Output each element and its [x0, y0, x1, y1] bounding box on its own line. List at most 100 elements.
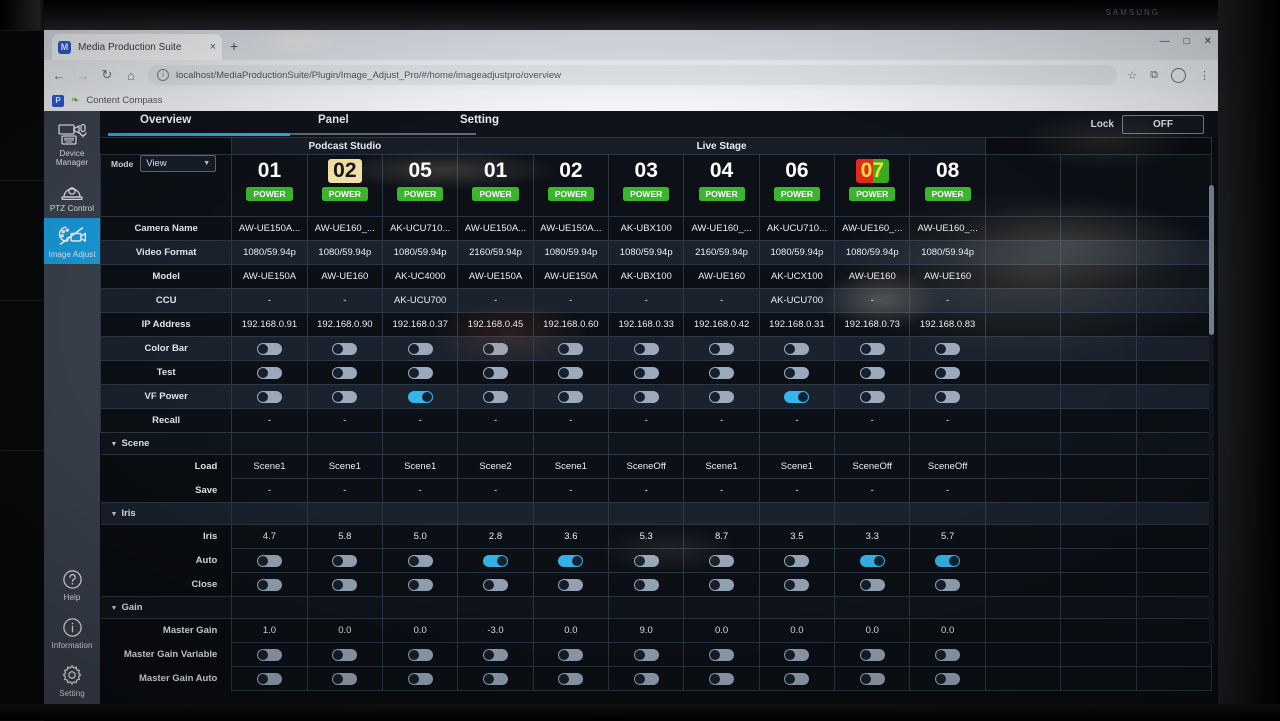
value-cell[interactable]: - — [835, 479, 910, 503]
toggle-cell[interactable] — [759, 643, 834, 667]
value-cell[interactable]: SceneOff — [910, 455, 985, 479]
value-cell[interactable]: - — [533, 289, 608, 313]
value-cell[interactable]: 9.0 — [609, 619, 684, 643]
value-cell[interactable]: AW-UE150A... — [232, 217, 307, 241]
toggle-switch-7-2[interactable] — [408, 391, 433, 403]
close-tab-icon[interactable]: × — [210, 41, 216, 53]
toggle-cell[interactable] — [910, 643, 985, 667]
toggle-switch-Gain1-5[interactable] — [634, 649, 659, 661]
value-cell[interactable]: - — [458, 479, 533, 503]
toggle-cell[interactable] — [684, 549, 759, 573]
toggle-switch-6-4[interactable] — [558, 367, 583, 379]
maximize-button[interactable]: □ — [1184, 36, 1190, 47]
toggle-cell[interactable] — [307, 573, 382, 597]
mode-select[interactable]: View▼ — [140, 155, 216, 172]
toggle-switch-Gain1-7[interactable] — [784, 649, 809, 661]
value-cell[interactable]: - — [383, 409, 458, 433]
value-cell[interactable]: - — [609, 479, 684, 503]
toggle-switch-6-2[interactable] — [408, 367, 433, 379]
bookmark-item-content-compass[interactable]: Content Compass — [86, 95, 162, 106]
scrollbar-thumb[interactable] — [1209, 185, 1214, 335]
value-cell[interactable]: 2160/59.94p — [458, 241, 533, 265]
toggle-switch-6-0[interactable] — [257, 367, 282, 379]
address-bar[interactable]: i localhost/MediaProductionSuite/Plugin/… — [148, 65, 1117, 85]
toggle-switch-Gain2-3[interactable] — [483, 673, 508, 685]
toggle-switch-Iris2-2[interactable] — [408, 579, 433, 591]
value-cell[interactable]: - — [759, 479, 834, 503]
toggle-cell[interactable] — [910, 361, 985, 385]
value-cell[interactable]: 5.0 — [383, 525, 458, 549]
value-cell[interactable]: AK-UC4000 — [383, 265, 458, 289]
value-cell[interactable]: AW-UE160 — [835, 265, 910, 289]
toggle-switch-5-7[interactable] — [784, 343, 809, 355]
section-header-row[interactable]: ▼Gain — [101, 597, 1212, 619]
value-cell[interactable]: -3.0 — [458, 619, 533, 643]
value-cell[interactable]: AW-UE160_... — [307, 217, 382, 241]
value-cell[interactable]: AK-UCX100 — [759, 265, 834, 289]
toggle-switch-Gain2-1[interactable] — [332, 673, 357, 685]
value-cell[interactable]: AK-UCU710... — [759, 217, 834, 241]
toggle-switch-Gain2-4[interactable] — [558, 673, 583, 685]
toggle-cell[interactable] — [533, 573, 608, 597]
toggle-cell[interactable] — [383, 667, 458, 691]
toggle-switch-Iris1-2[interactable] — [408, 555, 433, 567]
value-cell[interactable]: - — [307, 479, 382, 503]
toggle-switch-Gain2-9[interactable] — [935, 673, 960, 685]
toggle-switch-Iris2-9[interactable] — [935, 579, 960, 591]
value-cell[interactable]: - — [232, 479, 307, 503]
toggle-switch-5-2[interactable] — [408, 343, 433, 355]
value-cell[interactable]: AK-UCU710... — [383, 217, 458, 241]
section-title-gain[interactable]: ▼Gain — [101, 597, 232, 619]
value-cell[interactable]: 2.8 — [458, 525, 533, 549]
toggle-switch-Gain1-3[interactable] — [483, 649, 508, 661]
toggle-cell[interactable] — [232, 361, 307, 385]
value-cell[interactable]: AW-UE150A — [232, 265, 307, 289]
toggle-switch-Iris1-6[interactable] — [709, 555, 734, 567]
toggle-cell[interactable] — [458, 643, 533, 667]
sidebar-item-information[interactable]: Information — [44, 608, 100, 656]
toggle-switch-Gain1-8[interactable] — [860, 649, 885, 661]
close-window-button[interactable]: ✕ — [1204, 36, 1212, 47]
value-cell[interactable]: - — [835, 409, 910, 433]
toggle-switch-Gain1-0[interactable] — [257, 649, 282, 661]
value-cell[interactable]: AK-UBX100 — [609, 217, 684, 241]
toggle-switch-Gain1-6[interactable] — [709, 649, 734, 661]
toggle-cell[interactable] — [759, 385, 834, 409]
value-cell[interactable]: - — [684, 479, 759, 503]
value-cell[interactable]: 0.0 — [307, 619, 382, 643]
value-cell[interactable]: AW-UE150A... — [533, 217, 608, 241]
toggle-cell[interactable] — [307, 549, 382, 573]
back-button[interactable]: ← — [52, 68, 66, 83]
value-cell[interactable]: - — [307, 409, 382, 433]
toggle-cell[interactable] — [232, 385, 307, 409]
toggle-cell[interactable] — [533, 667, 608, 691]
value-cell[interactable]: 192.168.0.33 — [609, 313, 684, 337]
value-cell[interactable]: - — [232, 289, 307, 313]
toggle-cell[interactable] — [609, 667, 684, 691]
toggle-switch-6-6[interactable] — [709, 367, 734, 379]
toggle-switch-Iris2-4[interactable] — [558, 579, 583, 591]
toggle-switch-Iris1-4[interactable] — [558, 555, 583, 567]
value-cell[interactable]: - — [684, 289, 759, 313]
browser-tab[interactable]: M Media Production Suite × — [52, 34, 222, 60]
section-header-row[interactable]: ▼Iris — [101, 503, 1212, 525]
value-cell[interactable]: 1.0 — [232, 619, 307, 643]
toggle-switch-7-3[interactable] — [483, 391, 508, 403]
toggle-cell[interactable] — [684, 337, 759, 361]
toggle-switch-5-6[interactable] — [709, 343, 734, 355]
value-cell[interactable]: Scene1 — [759, 455, 834, 479]
toggle-cell[interactable] — [609, 385, 684, 409]
toggle-switch-Iris2-1[interactable] — [332, 579, 357, 591]
toggle-switch-7-9[interactable] — [935, 391, 960, 403]
toggle-cell[interactable] — [458, 385, 533, 409]
value-cell[interactable]: AW-UE160_... — [684, 217, 759, 241]
toggle-cell[interactable] — [684, 667, 759, 691]
value-cell[interactable]: Scene1 — [383, 455, 458, 479]
forward-button[interactable]: → — [76, 68, 90, 83]
toggle-switch-5-9[interactable] — [935, 343, 960, 355]
toggle-cell[interactable] — [684, 385, 759, 409]
